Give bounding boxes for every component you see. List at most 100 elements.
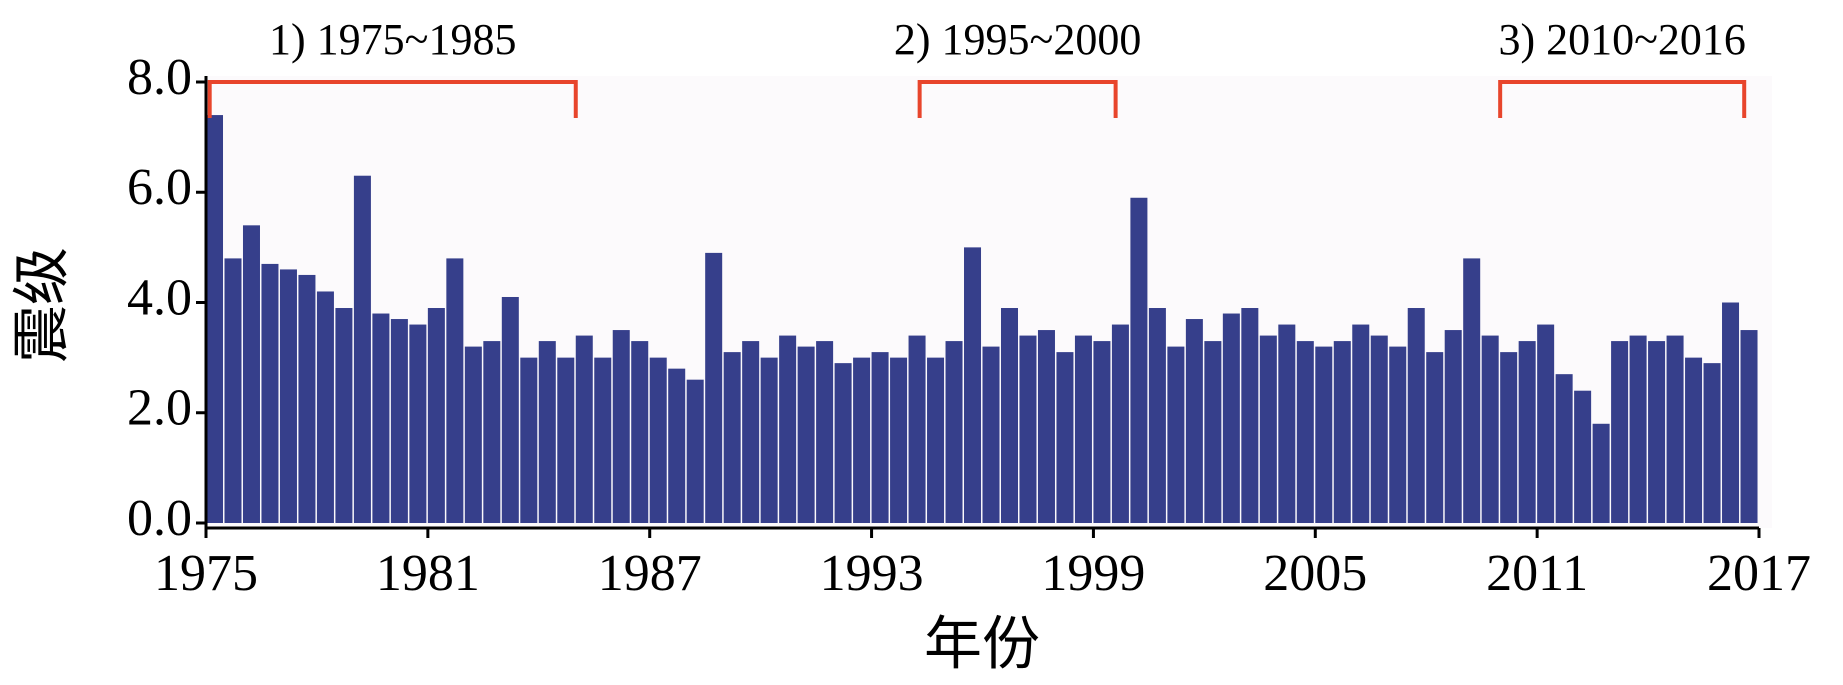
bar: [1074, 335, 1092, 523]
bar: [409, 324, 427, 523]
bar: [705, 252, 723, 523]
bar: [668, 368, 686, 523]
bar: [1592, 423, 1610, 523]
x-tick-label: 1975: [154, 545, 258, 602]
bar: [242, 225, 260, 523]
bar: [279, 269, 297, 523]
y-tick-label: 6.0: [127, 159, 192, 216]
bar: [964, 247, 982, 523]
bar: [594, 357, 612, 523]
bar: [1204, 341, 1222, 523]
bar: [945, 341, 963, 523]
bar: [538, 341, 556, 523]
bar: [1648, 341, 1666, 523]
bar: [1130, 197, 1148, 523]
bar: [1333, 341, 1351, 523]
bar: [501, 296, 519, 523]
bar: [1629, 335, 1647, 523]
bar: [742, 341, 760, 523]
annotation-label: 2) 1995~2000: [894, 15, 1141, 64]
bar: [631, 341, 649, 523]
annotation-bracket: [207, 80, 578, 118]
bar: [982, 346, 1000, 523]
bar: [316, 291, 334, 523]
bar: [1555, 374, 1573, 523]
bar: [1148, 308, 1166, 523]
bar: [446, 258, 464, 523]
y-tick-label: 4.0: [127, 269, 192, 326]
bar: [1740, 330, 1758, 523]
bar: [1185, 319, 1203, 523]
bar: [1019, 335, 1037, 523]
bar: [427, 308, 445, 523]
bar: [686, 379, 704, 523]
x-tick-label: 1993: [820, 545, 924, 602]
bar: [353, 175, 371, 523]
bar: [483, 341, 501, 523]
bar: [1481, 335, 1499, 523]
bar: [1444, 330, 1462, 523]
bar: [1352, 324, 1370, 523]
x-tick-label: 2017: [1707, 545, 1811, 602]
bar: [1037, 330, 1055, 523]
bar: [575, 335, 593, 523]
bar: [612, 330, 630, 523]
bar: [464, 346, 482, 523]
bar: [206, 115, 224, 523]
bar: [372, 313, 390, 523]
bar: [779, 335, 797, 523]
x-tick-label: 2011: [1486, 545, 1588, 602]
bar: [1111, 324, 1129, 523]
bar: [853, 357, 871, 523]
bar: [1685, 357, 1703, 523]
bar: [871, 352, 889, 523]
bar: [224, 258, 242, 523]
bar: [261, 263, 279, 523]
x-tick-label: 1987: [598, 545, 702, 602]
bar: [520, 357, 538, 523]
bar: [1000, 308, 1018, 523]
bar: [927, 357, 945, 523]
bar: [298, 274, 316, 523]
y-tick-label: 0.0: [127, 490, 192, 547]
bar: [1518, 341, 1536, 523]
bar: [890, 357, 908, 523]
bar: [1259, 335, 1277, 523]
bar: [1389, 346, 1407, 523]
bar: [1722, 302, 1740, 523]
bar: [1056, 352, 1074, 523]
y-tick-label: 2.0: [127, 380, 192, 437]
y-axis-label: 震级: [9, 247, 74, 363]
bar: [1370, 335, 1388, 523]
bar: [834, 363, 852, 523]
bar: [557, 357, 575, 523]
x-tick-label: 1999: [1041, 545, 1145, 602]
x-tick-label: 1981: [376, 545, 480, 602]
annotation-bracket: [1498, 80, 1747, 118]
bar: [1703, 363, 1721, 523]
bar: [1463, 258, 1481, 523]
bar: [649, 357, 667, 523]
bar: [1222, 313, 1240, 523]
bar: [1296, 341, 1314, 523]
bar: [1278, 324, 1296, 523]
x-tick-label: 2005: [1263, 545, 1367, 602]
bar: [723, 352, 741, 523]
bar: [1093, 341, 1111, 523]
annotation-label: 3) 2010~2016: [1498, 15, 1745, 64]
bar: [1666, 335, 1684, 523]
bar: [908, 335, 926, 523]
bar: [816, 341, 834, 523]
bar: [760, 357, 778, 523]
bar: [335, 308, 353, 523]
bar: [1426, 352, 1444, 523]
annotation-bracket: [917, 80, 1118, 118]
bar: [1407, 308, 1425, 523]
x-axis-label: 年份: [924, 611, 1040, 676]
bar: [1611, 341, 1629, 523]
y-tick-label: 8.0: [127, 49, 192, 106]
bar: [1315, 346, 1333, 523]
bar: [1500, 352, 1518, 523]
